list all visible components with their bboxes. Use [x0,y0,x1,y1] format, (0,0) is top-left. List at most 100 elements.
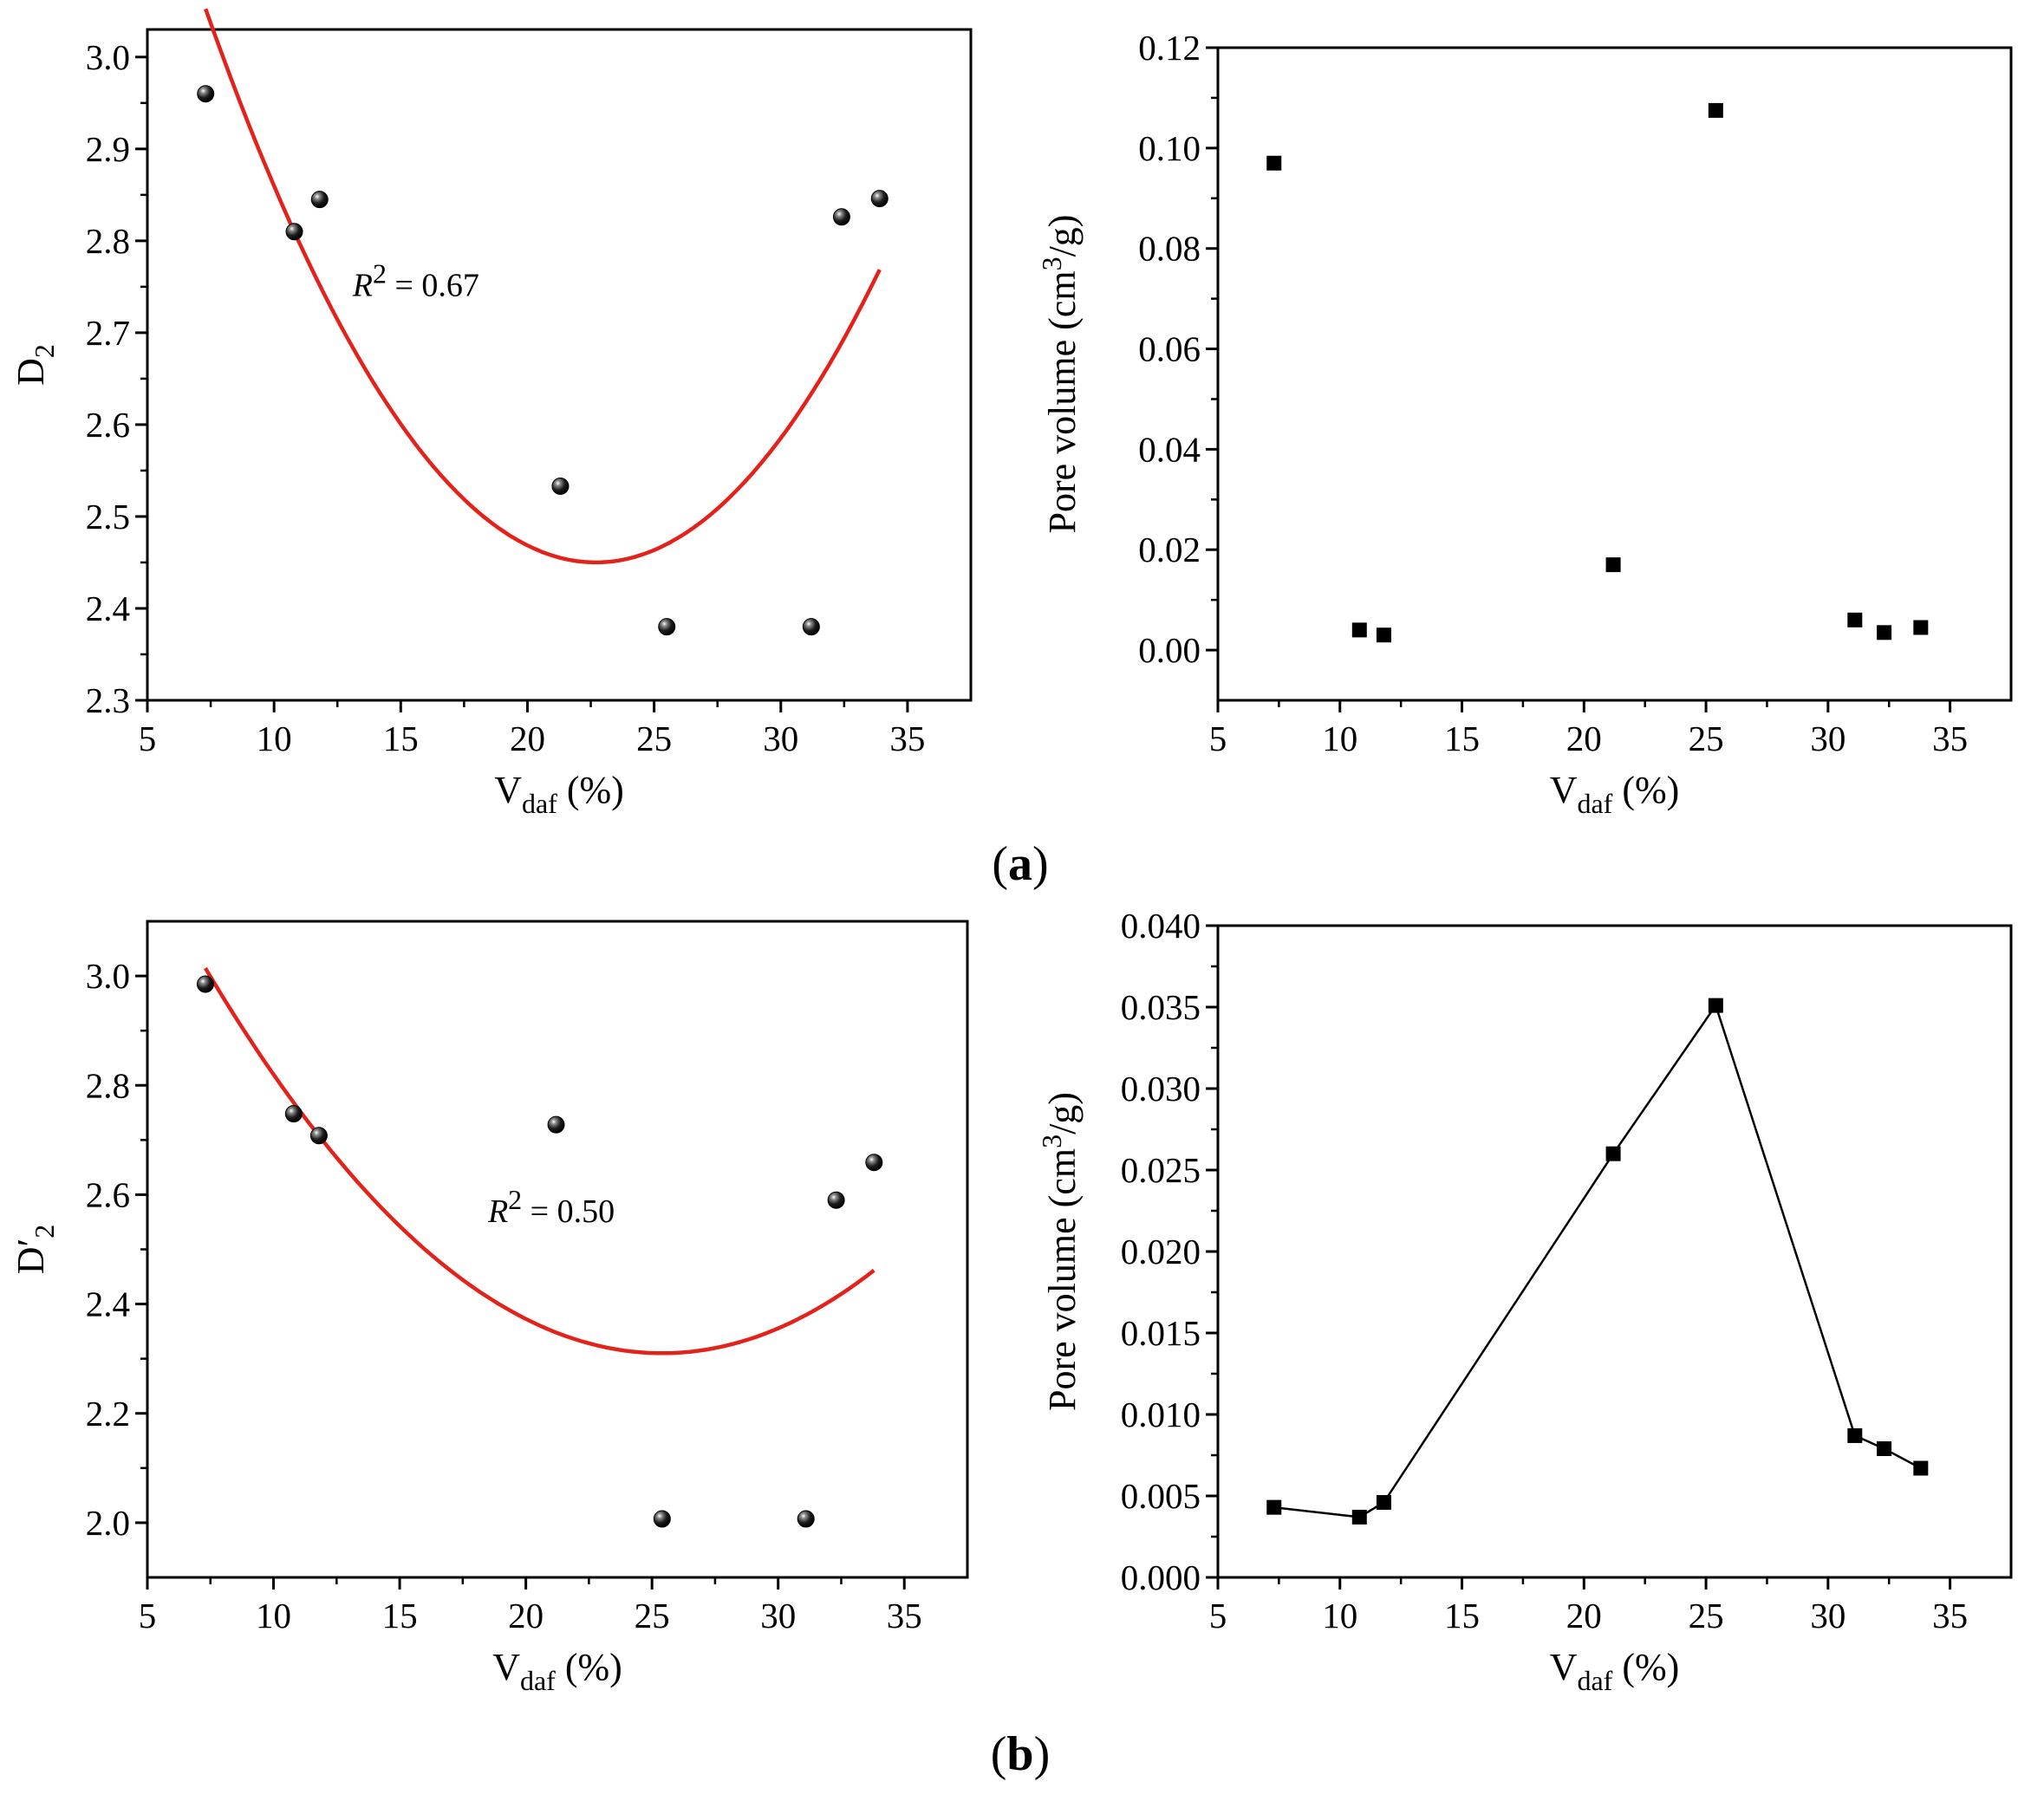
x-axis-label: Vdaf (%) [492,1646,622,1696]
panel-label-b-letter: b [1006,1727,1033,1781]
data-point [309,1127,328,1145]
x-axis-label-main: V [494,769,522,811]
x-tick-label: 35 [889,718,925,758]
y-axis-label: D′2 [10,1225,60,1274]
x-tick-label: 30 [760,1596,796,1635]
x-tick-label: 20 [508,1596,544,1635]
y-tick-label: 2.4 [86,1284,130,1324]
chart-a-left: 5 10 15 20 25 30 35 2.3 2.4 2.5 2.6 2.7 2.8 2.9 3.0 Vda… [10,8,973,819]
y-tick-label: 0.010 [1121,1395,1201,1434]
y-axis-label-main: Pore volume (cm [1041,1148,1084,1411]
data-point [802,618,820,636]
r-squared-annotation: R2 = 0.67 [352,257,479,303]
x-axis-label-rest: (%) [1612,769,1679,811]
data-point [870,190,889,208]
y-axis-label: Pore volume (cm3/g) [1036,215,1084,534]
y-tick-label: 0.12 [1138,28,1201,68]
data-point [1605,1146,1621,1161]
x-axis-label-main: V [492,1646,520,1688]
annotation-label: R [352,267,373,303]
data-point [1847,612,1863,627]
annotation-sup: 2 [373,257,387,289]
data-point [1913,620,1929,635]
x-axis-label-rest: (%) [1612,1646,1679,1688]
x-axis-label-main: V [1550,769,1578,811]
y-tick-label: 0.02 [1138,530,1201,569]
y-tick-label: 0.000 [1121,1557,1201,1597]
x-axis-label-sub: daf [520,1665,556,1696]
annotation-sup: 2 [508,1184,522,1215]
x-axis-label: Vdaf (%) [1550,769,1680,819]
x-axis-label: Vdaf (%) [494,769,624,819]
data-point [1847,1427,1863,1443]
y-tick-label: 2.9 [86,129,130,169]
x-tick-label: 25 [635,1596,670,1635]
data-point [827,1191,845,1209]
x-tick-label: 35 [1932,718,1968,758]
panel-label-a-close: ) [1032,837,1049,891]
fit-curve [204,8,882,565]
data-point [1376,1495,1391,1511]
y-tick-label: 0.04 [1138,429,1201,469]
y-tick-label: 3.0 [86,37,130,77]
y-tick-label: 0.040 [1121,906,1201,946]
y-axis-label-sup: 3 [1036,257,1067,270]
data-point [1708,998,1723,1013]
x-tick-label: 10 [257,718,292,758]
x-tick-label: 15 [1444,718,1480,758]
y-tick-label: 0.08 [1138,229,1201,269]
y-axis-label-main: Pore volume (cm [1041,270,1084,533]
x-tick-label: 5 [139,718,157,758]
x-axis-label-main: V [1550,1646,1578,1688]
x-tick-label: 25 [1689,1596,1724,1635]
plot-frame [146,920,969,1579]
chart-b-right: 5 10 15 20 25 30 35 0.000 0.005 0.010 0.015 0.020 0.… [1036,906,2013,1696]
data-point [547,1115,565,1134]
panel-label-a-open: ( [992,837,1008,891]
y-tick-label: 2.7 [86,313,130,353]
fit-curve [203,966,876,1356]
y-tick-label: 0.020 [1121,1232,1201,1271]
x-tick-label: 10 [256,1596,291,1635]
plot-frame [146,28,973,702]
y-axis-label-sub: 2 [29,1225,60,1239]
y-tick-label: 0.00 [1138,630,1201,670]
data-point [285,223,303,241]
y-axis-label-main: D [10,358,52,386]
x-tick-label: 30 [1810,718,1845,758]
data-point [1351,622,1367,638]
y-tick-label: 0.025 [1121,1150,1201,1190]
data-point [797,1510,815,1528]
x-axis-label-sub: daf [1577,1665,1612,1696]
chart-a-right: 5 10 15 20 25 30 35 0.00 0.02 0.04 0.06 0.08 0.10 0.1… [1036,28,2013,819]
data-point [1266,1499,1282,1515]
y-tick-label: 0.10 [1138,128,1201,168]
data-point [310,191,329,209]
panel-label-b-open: ( [991,1727,1007,1781]
y-tick-label: 2.3 [86,680,130,720]
x-tick-label: 5 [1209,718,1227,758]
y-tick-label: 2.5 [86,497,130,536]
y-tick-label: 2.6 [86,405,130,445]
panel-label-a: (a) [992,837,1048,891]
x-axis-label: Vdaf (%) [1550,1646,1680,1696]
x-tick-label: 10 [1322,718,1357,758]
data-point [196,975,214,993]
data-point [1351,1509,1367,1525]
y-axis-label-rest: /g) [1041,1092,1084,1135]
panel-label-b: (b) [991,1727,1050,1781]
data-point [284,1105,303,1123]
x-tick-label: 20 [510,718,545,758]
x-tick-label: 15 [383,718,419,758]
x-tick-label: 25 [636,718,672,758]
data-point [1605,557,1621,573]
chart-b-left: 5 10 15 20 25 30 35 2.0 2.2 2.4 2.6 2.8 3.0 Vdaf (%) D… [10,920,969,1696]
panel-label-a-letter: a [1008,837,1032,891]
y-axis-label-sup: 3 [1036,1135,1067,1148]
y-tick-label: 0.005 [1121,1476,1201,1516]
data-point [1877,1440,1892,1456]
x-tick-label: 35 [887,1596,922,1635]
x-axis-label-sub: daf [522,788,557,819]
annotation-value: = 0.67 [387,267,479,303]
data-point [653,1510,671,1528]
